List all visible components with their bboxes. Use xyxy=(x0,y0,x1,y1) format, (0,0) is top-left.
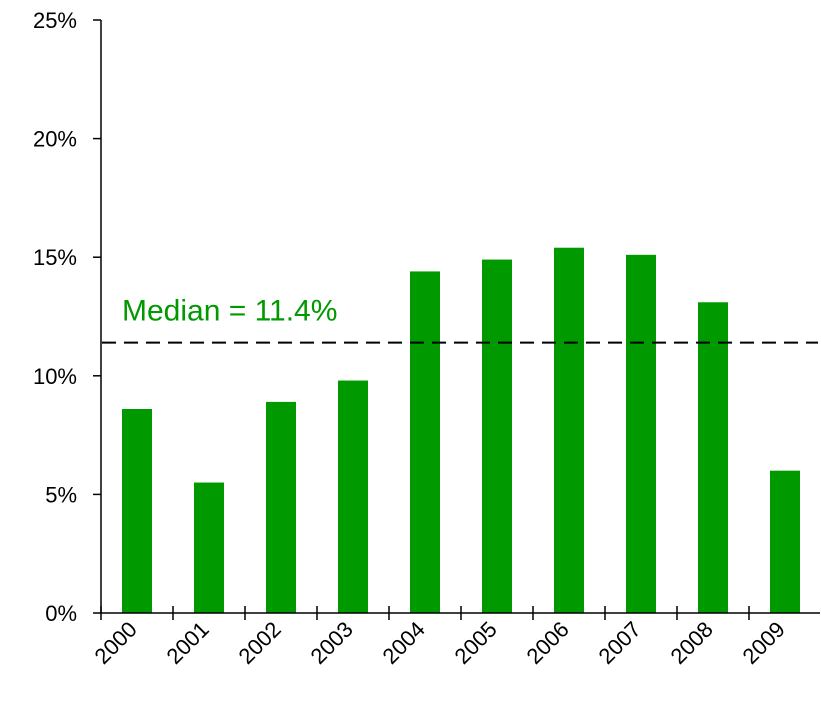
x-axis-ticks: 2000 2001 2002 2003 2004 2005 2006 2007 2008 2009 xyxy=(90,606,790,669)
x-tick-label: 2002 xyxy=(234,617,286,669)
bar-2000 xyxy=(122,409,152,613)
y-tick-label: 0% xyxy=(45,601,77,626)
y-tick-label: 25% xyxy=(33,8,77,33)
bar-2002 xyxy=(266,401,296,613)
bar-series xyxy=(122,247,800,613)
x-tick-label: 2004 xyxy=(378,617,430,669)
y-tick-label: 20% xyxy=(33,127,77,152)
x-tick-label: 2006 xyxy=(522,617,574,669)
y-axis-ticks: 0% 5% 10% 15% 20% 25% xyxy=(33,8,101,626)
bar-2004 xyxy=(410,271,440,613)
x-tick-label: 2008 xyxy=(666,617,718,669)
y-tick-label: 10% xyxy=(33,364,77,389)
bar-2001 xyxy=(194,482,224,613)
bar-2003 xyxy=(338,380,368,613)
x-tick-label: 2000 xyxy=(90,617,142,669)
x-tick-label: 2007 xyxy=(594,617,646,669)
bar-2009 xyxy=(770,470,800,613)
x-tick-label: 2001 xyxy=(162,617,214,669)
x-tick-label: 2009 xyxy=(738,617,790,669)
x-tick-label: 2003 xyxy=(306,617,358,669)
x-tick-label: 2005 xyxy=(450,617,502,669)
bar-2006 xyxy=(554,247,584,613)
y-tick-label: 5% xyxy=(45,482,77,507)
bar-2008 xyxy=(698,302,728,613)
median-label: Median = 11.4% xyxy=(122,295,337,328)
y-tick-label: 15% xyxy=(33,245,77,270)
bar-2005 xyxy=(482,259,512,613)
bar-2007 xyxy=(626,254,656,613)
